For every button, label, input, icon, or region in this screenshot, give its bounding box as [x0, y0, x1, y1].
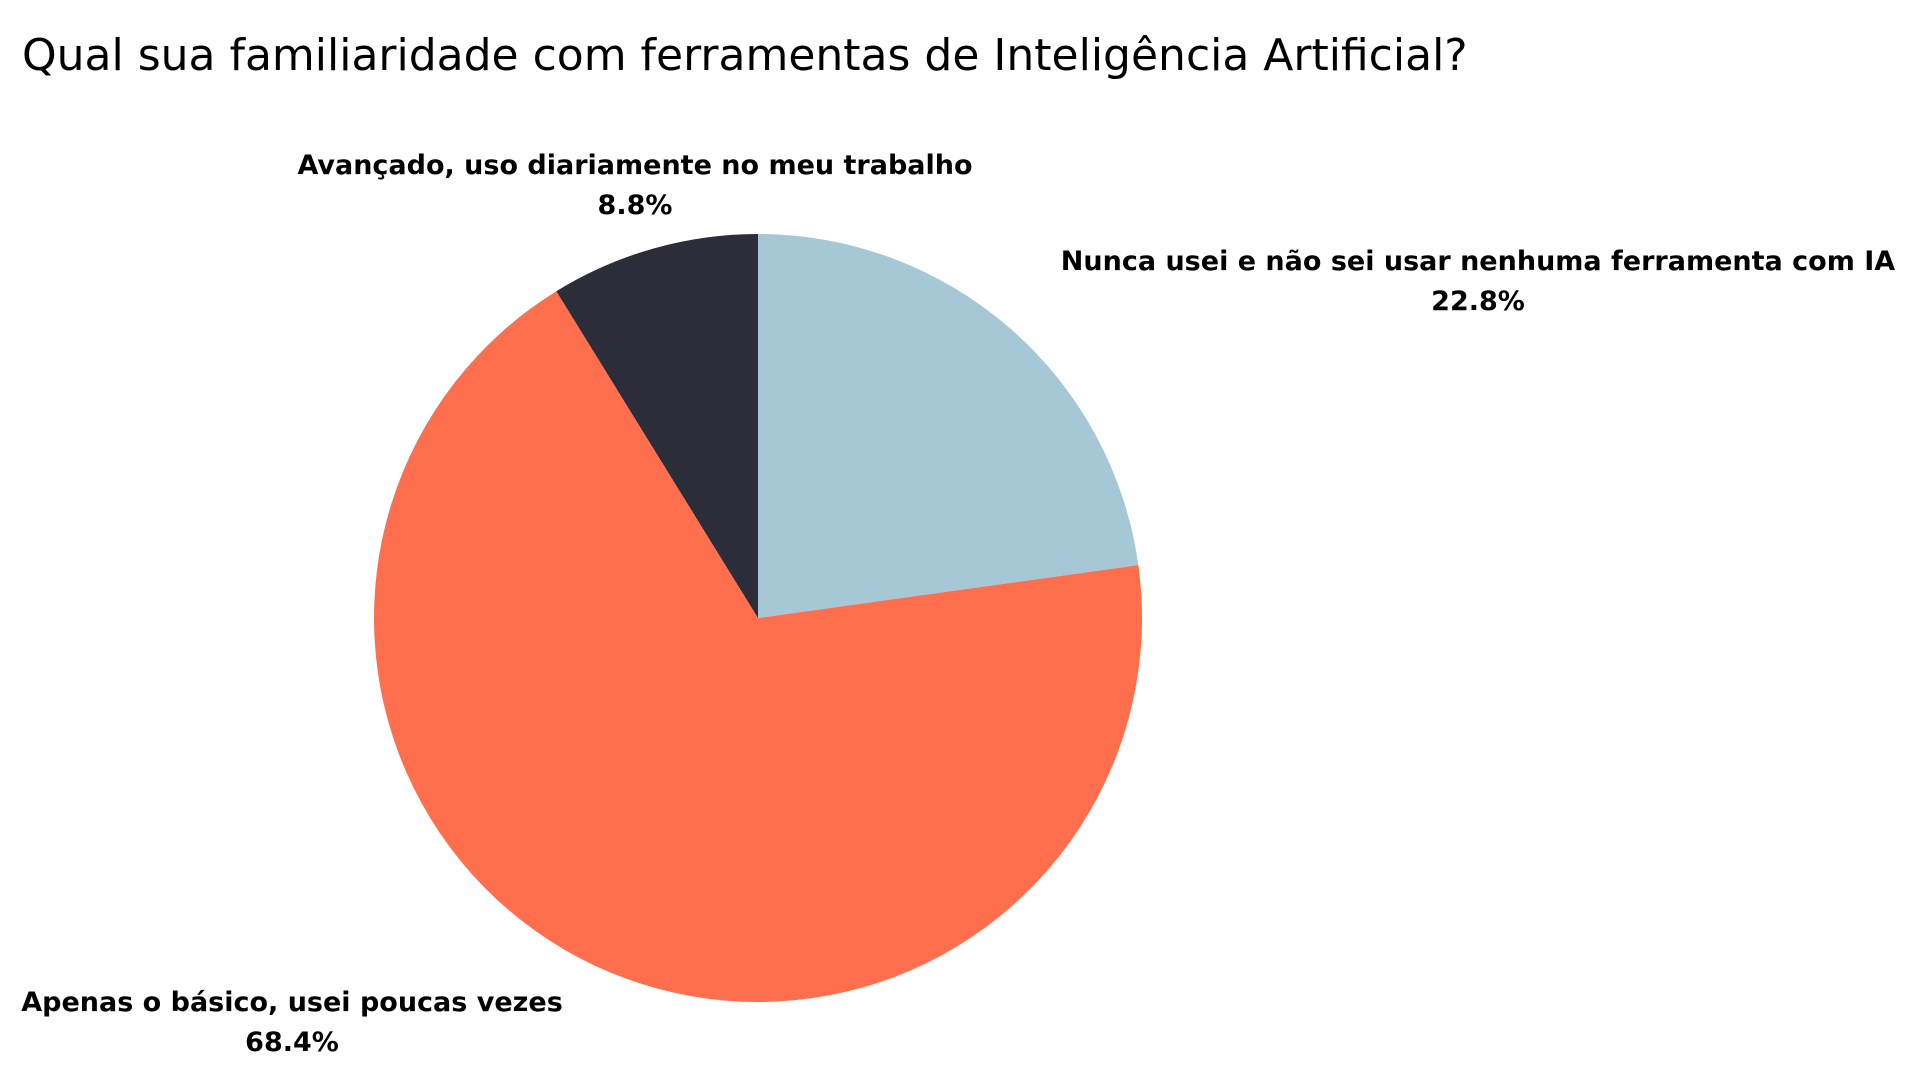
slice-value-label: 8.8%: [597, 190, 673, 221]
slice-value-label: 22.8%: [1431, 286, 1525, 317]
slice-label-apenas-basico: Apenas o básico, usei poucas vezes 68.4%: [12, 983, 572, 1063]
slice-label-text: Nunca usei e não sei usar nenhuma ferram…: [1060, 246, 1896, 277]
slice-label-text: Avançado, uso diariamente no meu trabalh…: [297, 150, 973, 181]
pie-slice-1: [374, 291, 1143, 1002]
slice-label-avancado: Avançado, uso diariamente no meu trabalh…: [275, 146, 995, 226]
slice-label-nunca-usei: Nunca usei e não sei usar nenhuma ferram…: [1048, 242, 1908, 322]
chart-title: Qual sua familiaridade com ferramentas d…: [22, 30, 1468, 81]
pie-slice-0: [758, 234, 1139, 618]
pie-slice-2: [556, 234, 758, 618]
slice-label-text: Apenas o básico, usei poucas vezes: [21, 987, 563, 1018]
slice-value-label: 68.4%: [245, 1027, 339, 1058]
pie-slices: [374, 234, 1143, 1002]
